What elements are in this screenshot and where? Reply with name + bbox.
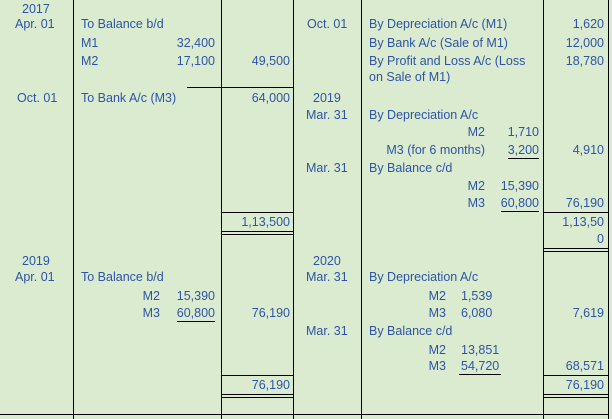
credit-total: 0 xyxy=(597,232,604,246)
debit-particulars-balance-bd: To Balance b/d xyxy=(81,270,164,284)
rule-total1-bottom-credit xyxy=(543,248,608,249)
rule-particulars-credit xyxy=(543,0,544,419)
credit-amount: 12,000 xyxy=(565,36,604,50)
debit-total: 1,13,500 xyxy=(241,215,290,229)
rule-particulars-debit xyxy=(221,0,222,419)
debit-particulars-balance-bd: To Balance b/d xyxy=(81,17,164,31)
credit-item-value: 54,720 xyxy=(459,359,501,375)
credit-item-label: M2 xyxy=(467,125,485,139)
debit-item-label: M2 xyxy=(81,54,99,68)
debit-amount: 49,500 xyxy=(251,54,290,68)
credit-amount: 7,619 xyxy=(572,306,604,320)
credit-item-value: 60,800 xyxy=(500,196,539,212)
debit-amount: 76,190 xyxy=(251,306,290,320)
credit-particulars: By Balance c/d xyxy=(369,161,453,175)
credit-amount: 1,620 xyxy=(572,17,604,31)
rule-date-debit xyxy=(73,0,74,419)
debit-item-value: 15,390 xyxy=(176,289,215,303)
credit-date-mar31: Mar. 31 xyxy=(306,270,348,284)
credit-item-label: M3 (for 6 months) xyxy=(386,143,485,157)
credit-date-mar31: Mar. 31 xyxy=(306,324,348,338)
rule-total1-top-credit xyxy=(543,212,608,213)
debit-date-oct01: Oct. 01 xyxy=(17,91,58,105)
credit-particulars: on Sale of M1) xyxy=(369,70,451,84)
credit-date-oct01: Oct. 01 xyxy=(307,17,348,31)
credit-amount: 18,780 xyxy=(565,54,604,68)
debit-particulars-bank-m3: To Bank A/c (M3) xyxy=(81,91,177,105)
credit-year-2019: 2019 xyxy=(313,91,341,105)
debit-amount: 64,000 xyxy=(251,91,290,105)
debit-total: 76,190 xyxy=(251,378,290,392)
rule-total2-top-credit xyxy=(543,375,608,376)
rule-bottom xyxy=(0,414,609,415)
rule-date-credit xyxy=(361,0,362,419)
debit-year-2019: 2019 xyxy=(22,254,50,268)
debit-item-label: M3 xyxy=(142,306,160,320)
debit-item-value: 17,100 xyxy=(176,54,215,68)
credit-particulars: By Depreciation A/c xyxy=(369,108,479,122)
credit-particulars: By Depreciation A/c (M1) xyxy=(369,17,508,31)
rule-total1-top-debit xyxy=(221,212,293,213)
credit-item-value: 1,710 xyxy=(507,125,539,139)
credit-date-mar31: Mar. 31 xyxy=(306,108,348,122)
credit-item-value: 6,080 xyxy=(461,306,493,320)
debit-item-label: M1 xyxy=(81,36,99,50)
credit-amount: 4,910 xyxy=(572,143,604,157)
debit-date-apr01: Apr. 01 xyxy=(15,17,55,31)
rule-total1-double-debit xyxy=(221,234,293,235)
credit-particulars: By Balance c/d xyxy=(369,324,453,338)
debit-year-2017: 2017 xyxy=(22,2,50,16)
rule-total2-double-credit xyxy=(543,397,608,398)
credit-item-value: 3,200 xyxy=(507,143,539,159)
rule-total2-double-debit xyxy=(221,397,293,398)
rule-amount-debit xyxy=(293,0,294,419)
credit-amount: 76,190 xyxy=(565,196,604,210)
credit-item-value: 13,851 xyxy=(461,343,500,357)
credit-amount: 68,571 xyxy=(565,359,604,373)
rule-total1-bottom-debit xyxy=(221,231,293,232)
debit-item-label: M2 xyxy=(142,289,160,303)
credit-particulars: By Bank A/c (Sale of M1) xyxy=(369,36,508,50)
credit-particulars: By Profit and Loss A/c (Loss xyxy=(369,54,526,68)
credit-particulars: By Depreciation A/c xyxy=(369,270,479,284)
credit-item-label: M2 xyxy=(428,343,446,357)
credit-item-value: 1,539 xyxy=(461,289,493,303)
rule-total2-bottom-debit xyxy=(221,394,293,395)
credit-item-label: M3 xyxy=(428,306,446,320)
debit-item-value: 32,400 xyxy=(176,36,215,50)
rule-total2-top-debit xyxy=(221,375,293,376)
credit-year-2020: 2020 xyxy=(313,254,341,268)
credit-item-label: M2 xyxy=(467,179,485,193)
credit-item-value: 15,390 xyxy=(500,179,539,193)
credit-item-label: M3 xyxy=(428,359,446,373)
credit-total: 1,13,50 xyxy=(562,215,604,229)
underline-debit-subtotal xyxy=(187,87,293,88)
credit-item-label: M3 xyxy=(467,196,485,210)
rule-total2-bottom-credit xyxy=(543,394,608,395)
rule-total1-double-credit xyxy=(543,251,608,252)
credit-total: 76,190 xyxy=(565,378,604,392)
credit-item-label: M2 xyxy=(428,289,446,303)
debit-item-value: 60,800 xyxy=(176,306,215,322)
rule-right-edge xyxy=(608,0,609,419)
debit-date-apr01: Apr. 01 xyxy=(15,270,55,284)
credit-date-mar31: Mar. 31 xyxy=(306,161,348,175)
